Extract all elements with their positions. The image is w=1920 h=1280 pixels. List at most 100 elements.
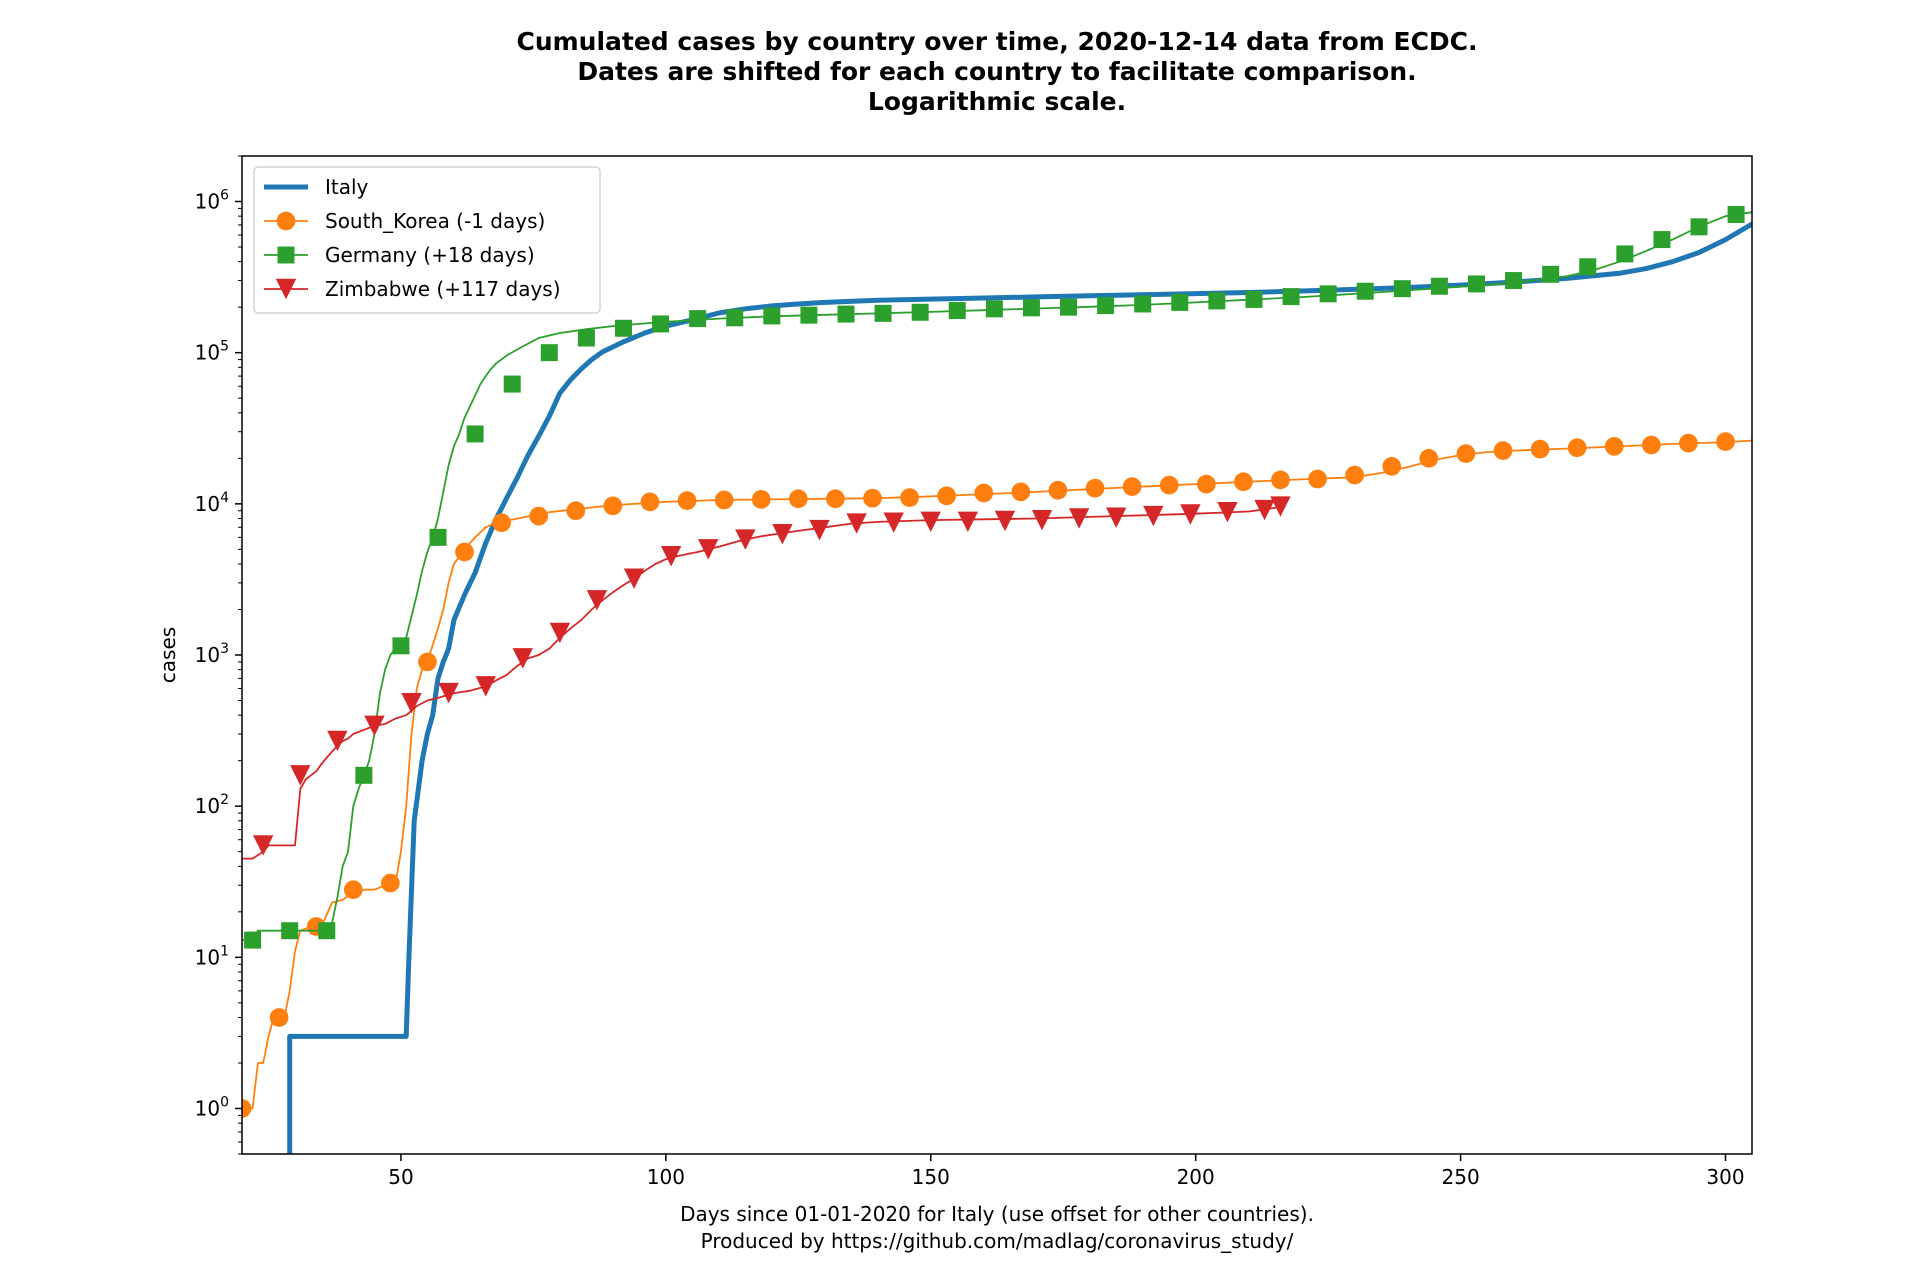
series-marker xyxy=(1011,482,1031,502)
series-marker xyxy=(1579,258,1597,276)
y-axis: 100 101 102 103 104 105 106 xyxy=(195,155,242,1155)
y-tick-label: 104 xyxy=(195,490,229,516)
series-marker xyxy=(381,873,400,893)
series-marker xyxy=(1270,496,1291,517)
series-1 xyxy=(242,432,1752,1118)
series-marker xyxy=(577,329,595,347)
series-marker xyxy=(1245,290,1263,308)
series-marker xyxy=(418,652,437,672)
series-marker xyxy=(1208,292,1226,310)
series-marker xyxy=(698,539,719,560)
series-marker xyxy=(1542,265,1560,283)
series-marker xyxy=(883,512,904,533)
series-marker xyxy=(1456,444,1476,463)
x-tick-label: 300 xyxy=(1706,1165,1744,1189)
series-marker xyxy=(623,568,645,589)
series-marker xyxy=(1345,465,1364,485)
series-marker xyxy=(948,302,966,320)
series-marker xyxy=(826,489,845,509)
series-marker xyxy=(586,590,608,611)
series-marker xyxy=(1604,437,1624,456)
series-marker xyxy=(1217,502,1238,523)
x-axis-label-line-1: Days since 01-01-2020 for Italy (use off… xyxy=(680,1202,1314,1226)
series-marker xyxy=(1319,285,1337,303)
series-marker xyxy=(660,546,682,567)
series-marker xyxy=(355,766,373,784)
series-2 xyxy=(242,206,1752,949)
legend-label: South_Korea (-1 days) xyxy=(325,209,545,233)
series-marker xyxy=(1505,272,1523,290)
series-marker xyxy=(837,305,855,323)
series-marker xyxy=(327,730,348,752)
series-marker xyxy=(401,692,422,714)
series-marker xyxy=(726,309,744,327)
series-3 xyxy=(242,496,1291,860)
legend-label: Italy xyxy=(325,175,369,199)
legend-box xyxy=(253,166,601,314)
series-marker xyxy=(652,315,670,333)
series-0 xyxy=(287,221,1752,1154)
series-marker xyxy=(689,310,707,328)
series-marker xyxy=(900,488,919,507)
series-marker xyxy=(343,880,363,900)
series-marker xyxy=(809,519,830,541)
series-marker xyxy=(318,922,336,940)
legend: Italy South_Korea (-1 days) Germany (+18 d… xyxy=(253,166,601,314)
series-marker xyxy=(281,922,299,940)
series-marker xyxy=(269,1008,289,1027)
chart-title-line-1: Cumulated cases by country over time, 20… xyxy=(516,27,1477,56)
series-line xyxy=(242,503,1282,860)
x-axis: 50 100 150 200 250 300 xyxy=(388,1154,1745,1189)
series-marker xyxy=(1085,478,1105,498)
series-marker xyxy=(392,637,410,655)
series-marker xyxy=(1727,206,1745,224)
series-marker xyxy=(994,510,1016,532)
series-marker xyxy=(763,307,781,325)
series-marker xyxy=(874,304,892,322)
y-tick-label: 101 xyxy=(195,943,229,969)
series-marker xyxy=(1271,470,1290,490)
series-marker xyxy=(540,344,558,362)
series-line xyxy=(287,221,1752,1154)
y-axis-label: cases xyxy=(156,627,180,683)
x-tick-label: 100 xyxy=(647,1165,685,1189)
chart-title-line-3: Logarithmic scale. xyxy=(868,87,1126,116)
series-marker xyxy=(492,513,511,533)
series-marker xyxy=(1382,457,1402,476)
legend-marker xyxy=(276,211,296,231)
x-tick-label: 50 xyxy=(388,1165,413,1189)
series-marker xyxy=(512,648,534,669)
series-marker xyxy=(1653,231,1671,249)
series-marker xyxy=(1567,438,1587,458)
series-marker xyxy=(244,931,262,949)
series-marker xyxy=(364,715,385,737)
series-marker xyxy=(475,676,496,697)
series-marker xyxy=(974,483,994,503)
series-marker xyxy=(1679,433,1698,453)
series-marker xyxy=(1419,448,1439,468)
series-marker xyxy=(1282,288,1300,306)
series-marker xyxy=(1048,480,1068,500)
series-marker xyxy=(1308,469,1327,489)
series-line xyxy=(242,211,1752,941)
series-line xyxy=(242,439,1752,1110)
series-marker xyxy=(714,490,734,510)
series-marker xyxy=(438,682,459,704)
series-marker xyxy=(603,496,623,516)
series-marker xyxy=(1068,508,1090,529)
series-marker xyxy=(751,490,771,509)
series-marker xyxy=(1196,474,1216,494)
series-layer xyxy=(242,206,1752,1154)
series-marker xyxy=(1134,295,1152,313)
series-marker xyxy=(1493,441,1513,460)
series-marker xyxy=(466,425,484,443)
series-marker xyxy=(1180,504,1201,525)
series-marker xyxy=(1716,432,1735,451)
series-marker xyxy=(1356,282,1374,300)
series-marker xyxy=(1234,472,1253,492)
series-marker xyxy=(566,501,586,521)
series-marker xyxy=(863,488,882,508)
series-marker xyxy=(1171,293,1189,311)
series-marker xyxy=(1393,280,1411,298)
